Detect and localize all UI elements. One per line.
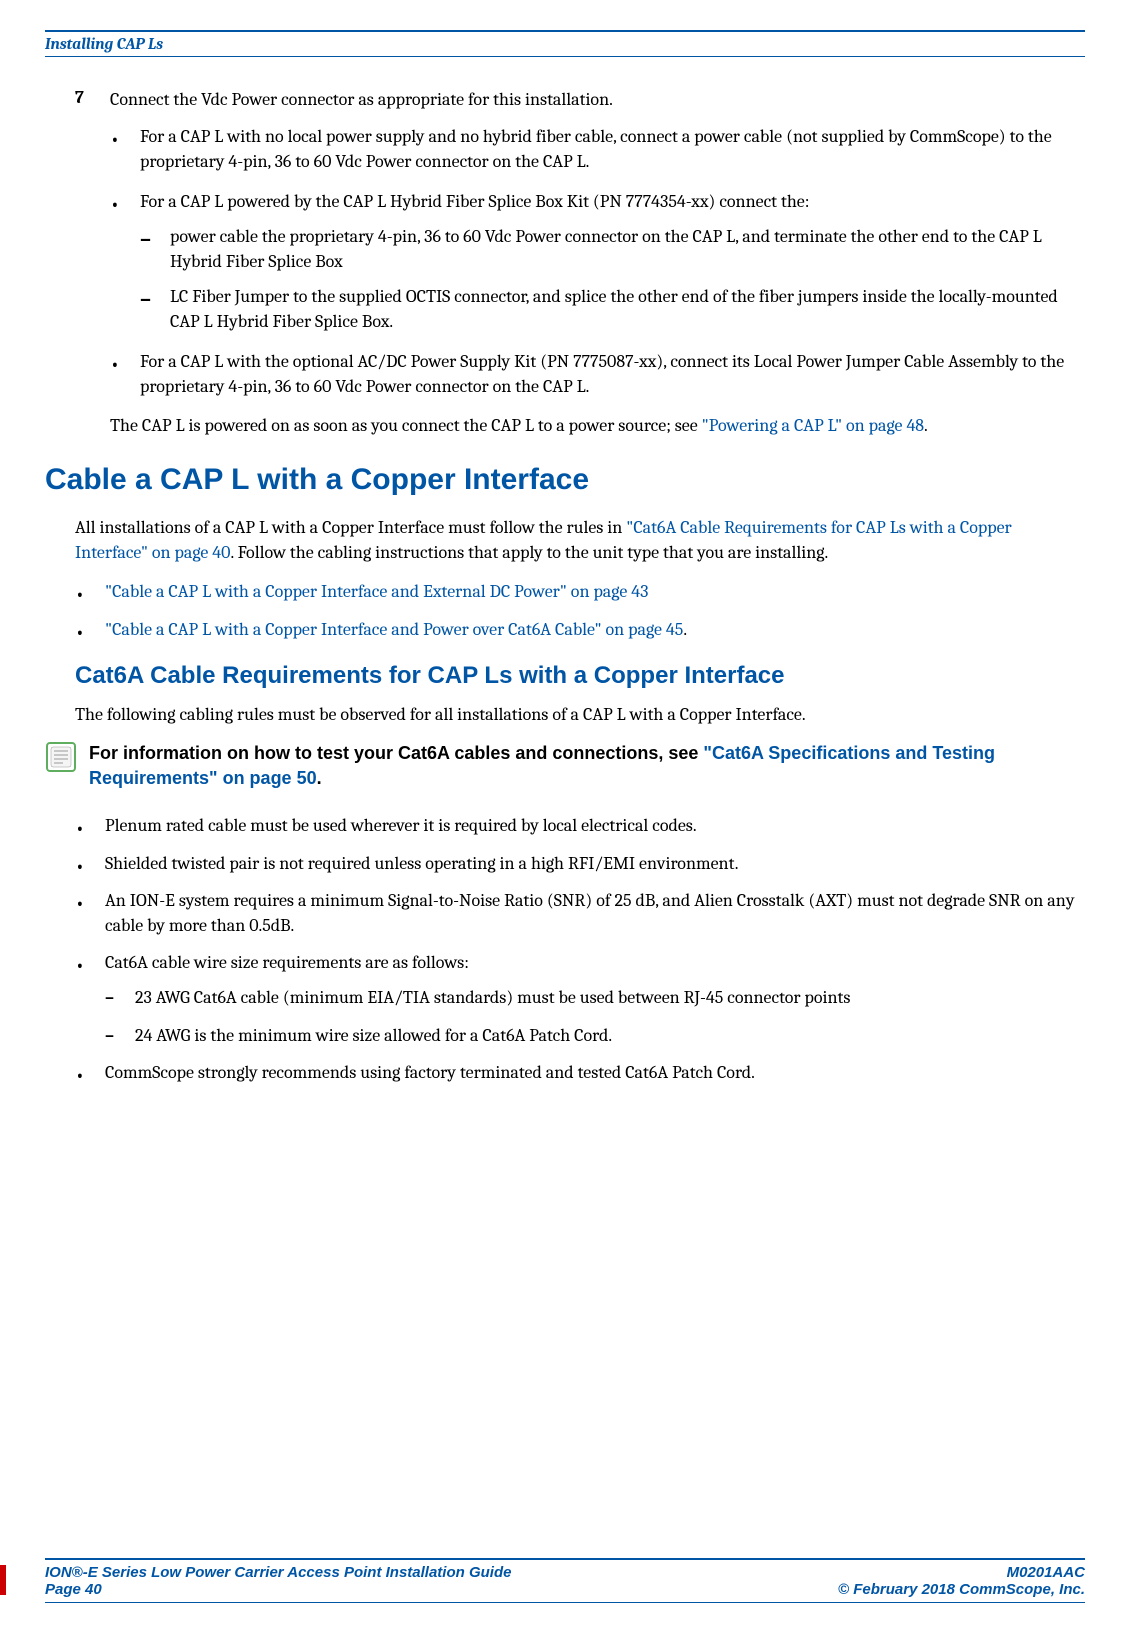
footer-doc-id: M0201AAC (838, 1564, 1085, 1581)
sub-list: 23 AWG Cat6A cable (minimum EIA/TIA stan… (105, 985, 1085, 1047)
bullet-item: For a CAP L with no local power supply a… (110, 124, 1085, 174)
footer-right: M0201AAC © February 2018 CommScope, Inc. (838, 1564, 1085, 1598)
note-before: For information on how to test your Cat6… (89, 743, 703, 763)
footer-page-number: Page 40 (45, 1581, 511, 1598)
sub-item: 23 AWG Cat6A cable (minimum EIA/TIA stan… (105, 985, 1085, 1010)
section2-bullets: Plenum rated cable must be used wherever… (75, 813, 1085, 1085)
cross-reference-link[interactable]: "Cable a CAP L with a Copper Interface a… (105, 581, 648, 602)
subsection-heading: Cat6A Cable Requirements for CAP Ls with… (75, 662, 1085, 690)
bullet-item: CommScope strongly recommends using fact… (75, 1060, 1085, 1085)
step7-bullets: For a CAP L with no local power supply a… (110, 124, 1085, 399)
footer-copyright: © February 2018 CommScope, Inc. (838, 1581, 1085, 1598)
bullet-item: Shielded twisted pair is not required un… (75, 851, 1085, 876)
note-text: For information on how to test your Cat6… (89, 741, 1085, 791)
footer-guide-title: ION®-E Series Low Power Carrier Access P… (45, 1564, 511, 1581)
cross-reference-link[interactable]: "Powering a CAP L" on page 48 (702, 415, 924, 436)
bullet-text: For a CAP L powered by the CAP L Hybrid … (140, 191, 810, 212)
bullet-item: For a CAP L with the optional AC/DC Powe… (110, 349, 1085, 399)
intro-before: All installations of a CAP L with a Copp… (75, 517, 626, 538)
page-header: Installing CAP Ls (45, 30, 1085, 57)
bullet-item: Plenum rated cable must be used wherever… (75, 813, 1085, 838)
link-after: . (683, 619, 687, 640)
main-content: 7 Connect the Vdc Power connector as app… (45, 87, 1085, 438)
para-text-after: . (924, 415, 928, 436)
subsection-intro: The following cabling rules must be obse… (75, 702, 1085, 727)
step-7: 7 Connect the Vdc Power connector as app… (75, 87, 1085, 112)
bullet-item: Cat6A cable wire size requirements are a… (75, 950, 1085, 1048)
sub-item: LC Fiber Jumper to the supplied OCTIS co… (140, 284, 1085, 334)
sub-item: power cable the proprietary 4-pin, 36 to… (140, 224, 1085, 274)
cross-reference-link[interactable]: "Cable a CAP L with a Copper Interface a… (105, 619, 683, 640)
para-text-before: The CAP L is powered on as soon as you c… (110, 415, 702, 436)
section-intro: All installations of a CAP L with a Copp… (75, 515, 1085, 565)
section1-links: "Cable a CAP L with a Copper Interface a… (75, 579, 1085, 641)
sub-list: power cable the proprietary 4-pin, 36 to… (140, 224, 1085, 335)
bullet-item: For a CAP L powered by the CAP L Hybrid … (110, 189, 1085, 335)
step-number: 7 (75, 87, 110, 112)
note-icon (45, 741, 77, 773)
sub-item: 24 AWG is the minimum wire size allowed … (105, 1023, 1085, 1048)
bullet-item: "Cable a CAP L with a Copper Interface a… (75, 617, 1085, 642)
note-box: For information on how to test your Cat6… (45, 741, 1085, 791)
header-title: Installing CAP Ls (45, 35, 163, 53)
footer-left: ION®-E Series Low Power Carrier Access P… (45, 1564, 511, 1598)
note-after: . (317, 768, 322, 788)
red-sidebar-marker (0, 1565, 6, 1595)
bullet-item: An ION-E system requires a minimum Signa… (75, 888, 1085, 938)
page-footer: ION®-E Series Low Power Carrier Access P… (45, 1558, 1085, 1603)
step-text: Connect the Vdc Power connector as appro… (110, 87, 1085, 112)
bullet-text: Cat6A cable wire size requirements are a… (105, 952, 469, 973)
section-heading: Cable a CAP L with a Copper Interface (45, 463, 1085, 497)
step7-paragraph: The CAP L is powered on as soon as you c… (110, 413, 1085, 438)
intro-after: . Follow the cabling instructions that a… (230, 542, 828, 563)
bullet-item: "Cable a CAP L with a Copper Interface a… (75, 579, 1085, 604)
